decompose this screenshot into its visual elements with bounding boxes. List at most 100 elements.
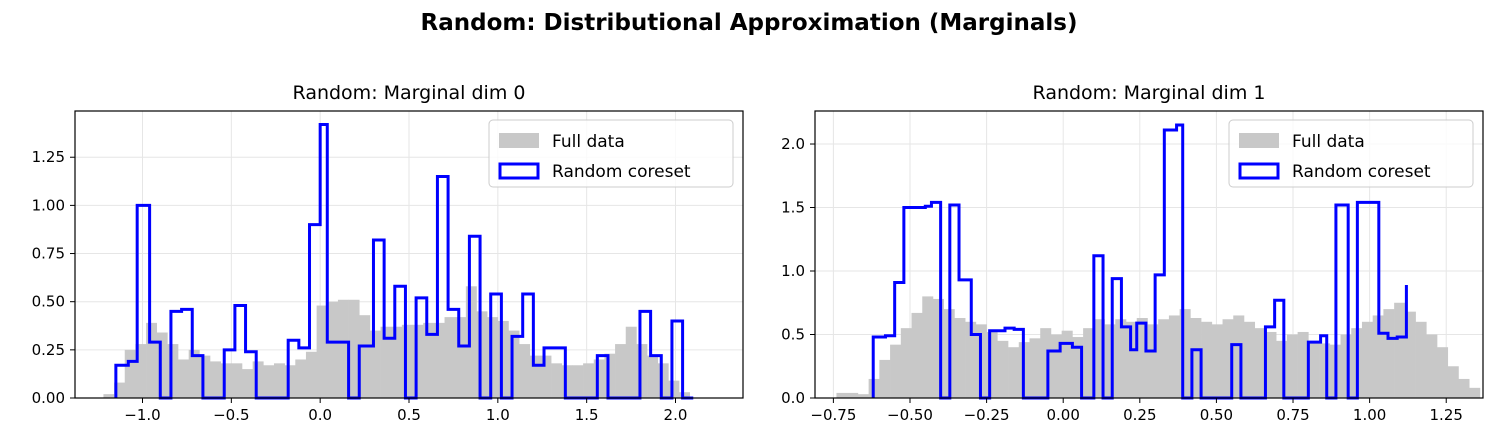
x-tick-label: 0.75 — [1276, 406, 1309, 424]
full-data-bar — [487, 317, 499, 398]
full-data-bar — [668, 380, 680, 398]
full-data-bar — [583, 363, 595, 398]
panel-dim-1: −0.75 −0.50 −0.25 0.00 0.25 0.50 0.75 1.00 1.25 0… — [781, 82, 1484, 424]
full-data-bar — [103, 394, 115, 398]
full-data-bar — [146, 322, 158, 398]
full-data-bar — [529, 355, 541, 398]
full-data-bar — [857, 394, 869, 398]
legend-swatch-full — [1239, 133, 1279, 148]
full-data-bar — [890, 344, 902, 398]
legend-label-coreset: Random coreset — [552, 162, 691, 182]
full-data-bar — [1383, 309, 1395, 398]
full-data-bar — [1394, 302, 1406, 398]
full-data-bar — [1008, 347, 1020, 398]
x-tick-label: 1.0 — [486, 406, 510, 424]
full-data-bar — [1361, 321, 1373, 398]
panel-dim-0: −1.0 −0.5 0.0 0.5 1.0 1.5 2.0 0.00 0.25 0.50 0.75 1… — [32, 82, 744, 424]
full-data-bar — [337, 299, 349, 398]
legend-label-coreset: Random coreset — [1292, 162, 1431, 182]
x-tick-label: −0.25 — [964, 406, 1010, 424]
full-data-bar — [1415, 321, 1427, 398]
full-data-bar — [231, 363, 243, 398]
full-data-bar — [657, 363, 669, 398]
full-data-bar — [1469, 387, 1481, 398]
full-data-bar — [1136, 317, 1148, 398]
full-data-bar — [295, 359, 307, 398]
legend-box — [1228, 119, 1474, 188]
full-data-bar — [604, 353, 616, 398]
full-data-bar — [847, 392, 859, 398]
full-data-bar — [167, 344, 179, 398]
legend-label-full: Full data — [552, 132, 625, 152]
full-data-bar — [954, 317, 966, 398]
full-data-bar — [911, 312, 923, 398]
full-data-bar — [401, 324, 413, 398]
full-data-bar — [1426, 334, 1438, 398]
x-tick-label: −0.75 — [810, 406, 856, 424]
legend-label-full: Full data — [1292, 132, 1365, 152]
full-data-bar — [965, 321, 977, 398]
x-tick-label: 1.5 — [575, 406, 599, 424]
full-data-bar — [242, 369, 253, 398]
full-data-bar — [273, 363, 285, 398]
y-tick-label: 0.5 — [781, 326, 805, 344]
full-data-bar — [1050, 334, 1062, 398]
y-tick-label: 1.5 — [781, 199, 805, 217]
y-tick-label: 0.0 — [781, 389, 805, 407]
full-data-bar — [1265, 331, 1277, 398]
full-data-bar — [593, 359, 605, 398]
full-data-bar — [284, 365, 296, 398]
full-data-bar — [1201, 321, 1213, 398]
full-data-bar — [465, 286, 477, 398]
y-tick-label: 2.0 — [781, 135, 805, 153]
full-data-bar — [1093, 319, 1105, 398]
full-data-bar — [305, 351, 317, 398]
legend-swatch-coreset — [498, 162, 540, 180]
x-tick-label: 0.0 — [308, 406, 332, 424]
x-tick-label: −1.0 — [124, 406, 160, 424]
full-data-bar — [1061, 330, 1073, 398]
full-data-bar — [561, 365, 573, 398]
full-data-bar — [412, 324, 424, 398]
full-data-bar — [178, 359, 190, 398]
y-tick-label: 1.0 — [781, 262, 805, 280]
full-data-bar — [423, 322, 435, 398]
full-data-bar — [1254, 328, 1266, 398]
subplot-title: Random: Marginal dim 0 — [293, 82, 526, 104]
full-data-bar — [263, 365, 275, 398]
y-tick-label: 0.50 — [32, 293, 65, 311]
full-data-bar — [1222, 319, 1234, 398]
full-data-bar — [1104, 324, 1116, 398]
x-tick-label: 1.00 — [1353, 406, 1386, 424]
full-data-bar — [380, 326, 392, 398]
axes-frame — [814, 110, 1484, 399]
full-data-bar — [1040, 328, 1052, 398]
x-tick-label: −0.5 — [213, 406, 249, 424]
coreset-step-line — [871, 123, 1408, 400]
y-tick-label: 1.00 — [32, 196, 65, 214]
full-data-bar — [508, 330, 520, 398]
full-data-bar — [1072, 337, 1084, 398]
full-data-bar — [922, 296, 934, 398]
x-tick-label: 1.25 — [1430, 406, 1463, 424]
full-data-bar — [391, 326, 403, 398]
x-tick-label: 0.00 — [1046, 406, 1079, 424]
full-data-bar — [210, 361, 221, 398]
full-data-bar — [1211, 324, 1223, 398]
full-data-bar — [1190, 317, 1202, 398]
full-data-bar — [1447, 366, 1459, 398]
full-data-bar — [1029, 338, 1041, 398]
full-data-bar — [1126, 321, 1138, 398]
y-tick-label: 0.00 — [32, 389, 65, 407]
full-data-bar — [1286, 334, 1298, 398]
full-data-bar — [1233, 315, 1245, 398]
legend: Full data Random coreset — [1228, 119, 1474, 188]
legend-box — [488, 119, 734, 188]
full-data-bar — [1308, 340, 1320, 398]
full-data-bar — [625, 326, 637, 398]
x-tick-label: −0.50 — [887, 406, 933, 424]
full-data-bar — [1179, 309, 1191, 398]
full-data-bar — [997, 340, 1009, 398]
full-data-bar — [1437, 347, 1449, 398]
full-data-bar — [519, 344, 531, 398]
